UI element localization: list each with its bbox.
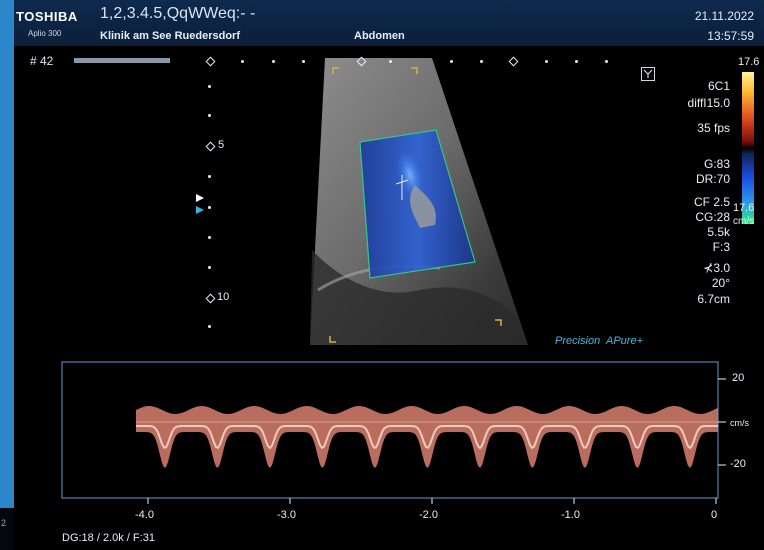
prf-value: 5.5k	[707, 225, 730, 239]
depth-dot	[208, 114, 211, 117]
filter-value: F:3	[712, 240, 730, 254]
frame-rate: 35 fps	[697, 121, 730, 135]
scale-dot	[575, 60, 578, 63]
doppler-spectrum	[61, 361, 726, 504]
scale-dot	[272, 60, 275, 63]
colorbar-unit: cm/s	[733, 216, 755, 227]
imaging-mode: diffI15.0	[687, 96, 730, 110]
angle-correction: ⊀3.0	[703, 261, 730, 275]
colorbar-min: 17.6	[733, 202, 755, 214]
scale-dot	[450, 60, 453, 63]
depth-dot	[208, 236, 211, 239]
depth-dot	[208, 266, 211, 269]
brand-logo: TOSHIBA	[16, 9, 78, 24]
cine-slider[interactable]	[74, 58, 170, 63]
x-tick-0: 0	[711, 509, 718, 521]
probe-orientation-icon	[641, 67, 655, 81]
scale-dot	[241, 60, 244, 63]
y-tick-neg20: -20	[730, 458, 746, 470]
x-tick-neg3: -3.0	[277, 509, 296, 521]
x-tick-neg4: -4.0	[135, 509, 154, 521]
apure-badge: APure+	[606, 335, 643, 347]
scale-dot	[389, 60, 392, 63]
depth-label-10: 10	[217, 291, 230, 303]
scale-dot	[605, 60, 608, 63]
frame-number: # 42	[30, 54, 54, 68]
velocity-colorbar	[742, 72, 754, 224]
scale-dot	[302, 60, 305, 63]
angle-value: 20°	[711, 276, 730, 290]
left-edge-strip-bottom	[0, 508, 14, 550]
depth-dot	[208, 175, 211, 178]
y-tick-20: 20	[732, 372, 745, 384]
dynamic-range: DR:70	[695, 172, 730, 186]
depth-label-5: 5	[218, 139, 225, 151]
doppler-settings: DG:18 / 2.0k / F:31	[62, 532, 155, 544]
left-edge-number: 2	[1, 518, 7, 528]
scale-dot	[545, 60, 548, 63]
color-gain: CG:28	[695, 210, 730, 224]
x-tick-neg1: -1.0	[561, 509, 580, 521]
patient-id: 1,2,3.4.5,QqWWeq:- -	[100, 5, 256, 22]
angle-icon: ⊀	[703, 261, 714, 275]
exam-time: 13:57:59	[707, 29, 754, 43]
focus-arrow-icon	[196, 194, 204, 214]
scale-dot	[480, 60, 483, 63]
x-tick-neg2: -2.0	[419, 509, 438, 521]
spectral-core	[136, 425, 718, 450]
depth-value: 6.7cm	[697, 292, 730, 306]
bmode-image	[310, 58, 528, 345]
clinic-name: Klinik am See Ruedersdorf	[100, 30, 240, 42]
depth-dot	[208, 325, 211, 328]
gain-value: G:83	[703, 157, 730, 171]
precision-badge: Precision	[555, 335, 601, 347]
color-frequency: CF 2.5	[693, 195, 730, 209]
device-model: Aplio 300	[28, 29, 62, 38]
exam-type: Abdomen	[354, 30, 405, 42]
depth-dot	[208, 206, 211, 209]
focus-corner-markers	[329, 67, 502, 343]
y-tick-unit: cm/s	[730, 418, 749, 428]
depth-dot	[208, 85, 211, 88]
exam-date: 21.11.2022	[694, 9, 754, 23]
header-bar: TOSHIBA Aplio 300 1,2,3.4.5,QqWWeq:- - K…	[14, 0, 764, 46]
colorbar-max: 17.6	[738, 56, 760, 68]
probe-name: 6C1	[707, 79, 730, 93]
left-edge-strip	[0, 0, 14, 550]
